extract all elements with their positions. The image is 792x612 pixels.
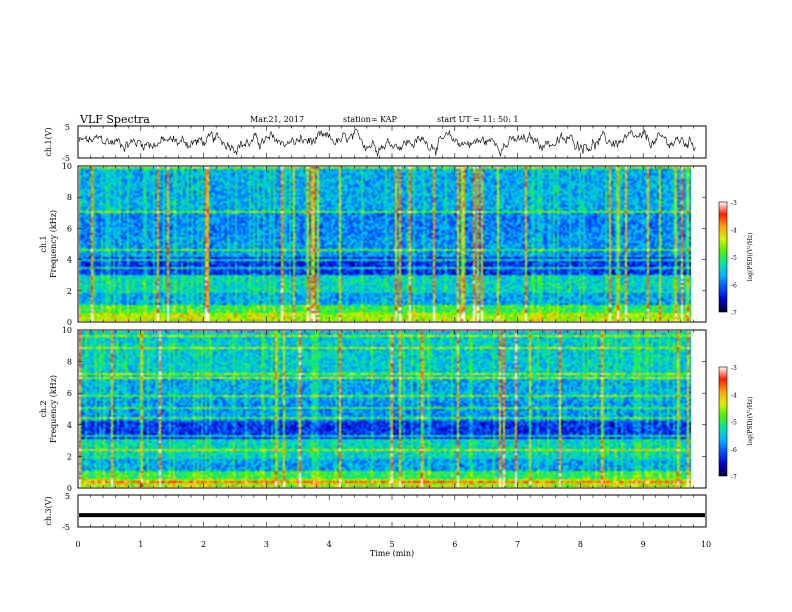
frequency-tick-label: 0 — [67, 484, 72, 493]
ch3-ytick-bottom: -5 — [62, 523, 70, 532]
ch1-spec-ylabel-channel: ch.1 — [39, 235, 48, 252]
colorbar-tick-label: -4 — [731, 392, 737, 399]
date-label: Mar.21, 2017 — [250, 115, 304, 124]
frequency-tick-label: 10 — [62, 326, 72, 335]
ch2-colorbar — [718, 366, 728, 477]
colorbar-tick-label: -7 — [731, 474, 737, 481]
time-tick-label: 1 — [138, 540, 143, 549]
start-time-label: start UT = 11: 50: 1 — [437, 115, 518, 124]
frequency-tick-label: 10 — [62, 162, 72, 171]
time-tick-label: 2 — [201, 540, 206, 549]
ch1-ytick-top: 5 — [65, 123, 70, 132]
time-tick-label: 10 — [701, 540, 711, 549]
frequency-tick-label: 8 — [67, 358, 72, 367]
ch2-spec-ylabel-channel: ch.2 — [39, 400, 48, 417]
ch1-ylabel: ch.1(V) — [44, 127, 53, 156]
ch1-spectrogram-image — [79, 167, 691, 321]
colorbar-tick-label: -4 — [731, 228, 737, 235]
time-axis-label: Time (min) — [370, 549, 414, 558]
figure-title: VLF Spectra — [79, 113, 150, 126]
time-tick-label: 6 — [452, 540, 457, 549]
frequency-tick-label: 2 — [67, 287, 72, 296]
ch2-spectrogram-ticks — [77, 330, 707, 488]
time-tick-label: 0 — [75, 540, 80, 549]
colorbar-tick-label: -6 — [731, 283, 737, 290]
ch2-colorbar-label: log(PSD)(V²/Hz) — [747, 397, 754, 446]
frequency-tick-label: 0 — [67, 318, 72, 327]
ch1-ytick-bottom: -5 — [62, 154, 70, 163]
ch1-colorbar — [718, 201, 728, 313]
colorbar-tick-label: -5 — [731, 420, 737, 427]
colorbar-tick-label: -3 — [731, 365, 737, 372]
frequency-tick-label: 4 — [67, 421, 72, 430]
time-tick-label: 8 — [578, 540, 583, 549]
ch1-colorbar-tick-labels: -3 -4 -5 -6 -7 — [731, 200, 737, 317]
time-tick-label: 4 — [327, 540, 332, 549]
time-tick-label: 5 — [389, 540, 394, 549]
colorbar-tick-label: -7 — [731, 310, 737, 317]
ch3-waveform-panel: 5 -5 ch.3(V) — [44, 492, 707, 532]
ch3-ytick-top: 5 — [65, 492, 70, 501]
frequency-tick-label: 6 — [67, 224, 72, 233]
ch2-spec-ylabel-frequency: Frequency (kHz) — [49, 375, 58, 443]
ch2-colorbar-tick-labels: -3 -4 -5 -6 -7 — [731, 365, 737, 481]
frequency-tick-label: 4 — [67, 256, 72, 265]
colorbar-tick-label: -3 — [731, 200, 737, 207]
ch1-waveform-line — [78, 128, 697, 157]
ch1-spectrogram-ticks — [77, 166, 707, 322]
colorbar-tick-label: -6 — [731, 447, 737, 454]
ch1-colorbar-label: log(PSD)(V²/Hz) — [747, 233, 754, 282]
ch2-spectrogram-image — [79, 331, 691, 487]
time-tick-label: 3 — [264, 540, 269, 549]
ch1-spec-ylabel-frequency: Frequency (kHz) — [49, 210, 58, 278]
ch1-waveform-ticks — [77, 126, 707, 158]
frequency-tick-label: 8 — [67, 193, 72, 202]
station-label: station= KAP — [343, 115, 398, 124]
colorbar-tick-label: -5 — [731, 255, 737, 262]
ch2-spectrogram-ytick-labels: 0 2 4 6 8 10 — [62, 326, 706, 493]
frequency-tick-label: 2 — [67, 452, 72, 461]
time-tick-label: 7 — [515, 540, 520, 549]
ch1-spectrogram-ytick-labels: 0 2 4 6 8 10 — [62, 162, 706, 327]
ch1-waveform-panel: 5 -5 ch.1(V) — [44, 123, 707, 163]
time-axis-tick-labels: 0 1 2 3 4 5 6 7 8 9 10 — [75, 540, 711, 549]
ch3-ylabel: ch.3(V) — [44, 496, 53, 525]
frequency-tick-label: 6 — [67, 389, 72, 398]
ch3-waveform-ticks — [77, 495, 707, 527]
time-tick-label: 9 — [641, 540, 646, 549]
